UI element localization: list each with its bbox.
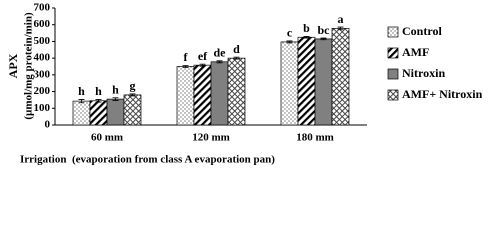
x-tick-label: 120 mm bbox=[192, 132, 230, 144]
error-bar bbox=[286, 40, 293, 44]
error-bar bbox=[182, 65, 189, 68]
y-tick-label: 100 bbox=[34, 102, 51, 114]
significance-letter: h bbox=[78, 84, 85, 98]
error-bar bbox=[112, 97, 119, 101]
error-bar bbox=[303, 36, 310, 39]
bar bbox=[314, 38, 333, 126]
bar bbox=[89, 100, 108, 126]
error-bar bbox=[233, 56, 240, 60]
bar bbox=[193, 64, 212, 126]
y-tick-label: 200 bbox=[34, 85, 51, 97]
significance-letter: de bbox=[214, 46, 227, 60]
x-tick-label: 180 mm bbox=[296, 132, 334, 144]
legend-swatch bbox=[387, 89, 399, 101]
significance-letter: d bbox=[233, 42, 240, 56]
bar bbox=[227, 57, 246, 126]
bar bbox=[210, 61, 229, 126]
legend-label: Nitroxin bbox=[402, 66, 445, 80]
chart: APX (µmol/mg protein/min) Irrigation (ev… bbox=[6, 2, 483, 166]
y-tick-label: 300 bbox=[34, 68, 51, 80]
significance-letter: b bbox=[303, 21, 310, 35]
x-tick-label: 60 mm bbox=[91, 132, 123, 144]
y-axis-label: (µmol/mg protein/min) bbox=[23, 12, 35, 120]
error-bar bbox=[216, 60, 223, 64]
error-bar bbox=[129, 93, 136, 97]
error-bar bbox=[337, 26, 344, 31]
bar bbox=[106, 98, 125, 126]
significance-letter: h bbox=[112, 83, 119, 97]
y-tick-label: 400 bbox=[34, 52, 51, 64]
error-bar bbox=[320, 37, 327, 41]
significance-letter: h bbox=[95, 84, 102, 98]
significance-letter: g bbox=[130, 79, 136, 93]
legend-swatch bbox=[387, 26, 399, 38]
x-axis-label: Irrigation (evaporation from class A eva… bbox=[20, 154, 275, 166]
legend-swatch bbox=[387, 47, 399, 59]
bar bbox=[72, 100, 91, 126]
significance-letter: ef bbox=[198, 49, 208, 63]
bar bbox=[123, 94, 142, 126]
legend-label: AMF bbox=[402, 45, 429, 59]
significance-letter: bc bbox=[318, 23, 331, 37]
y-tick-label: 0 bbox=[45, 119, 51, 131]
legend-label: AMF+ Nitroxin bbox=[402, 87, 483, 101]
y-axis-label: APX bbox=[6, 53, 20, 78]
bar bbox=[280, 41, 299, 126]
legend-label: Control bbox=[402, 24, 442, 38]
y-tick-label: 500 bbox=[34, 35, 51, 47]
legend-swatch bbox=[387, 68, 399, 80]
error-bar bbox=[78, 99, 85, 104]
significance-letter: f bbox=[184, 50, 189, 64]
y-tick-label: 600 bbox=[34, 18, 51, 30]
significance-letter: c bbox=[287, 26, 293, 40]
error-bar bbox=[199, 63, 206, 67]
error-bar bbox=[95, 99, 102, 103]
y-tick-label: 700 bbox=[34, 2, 51, 14]
bar bbox=[331, 28, 350, 126]
bar bbox=[297, 36, 316, 126]
bar bbox=[176, 66, 195, 126]
significance-letter: a bbox=[338, 12, 344, 26]
